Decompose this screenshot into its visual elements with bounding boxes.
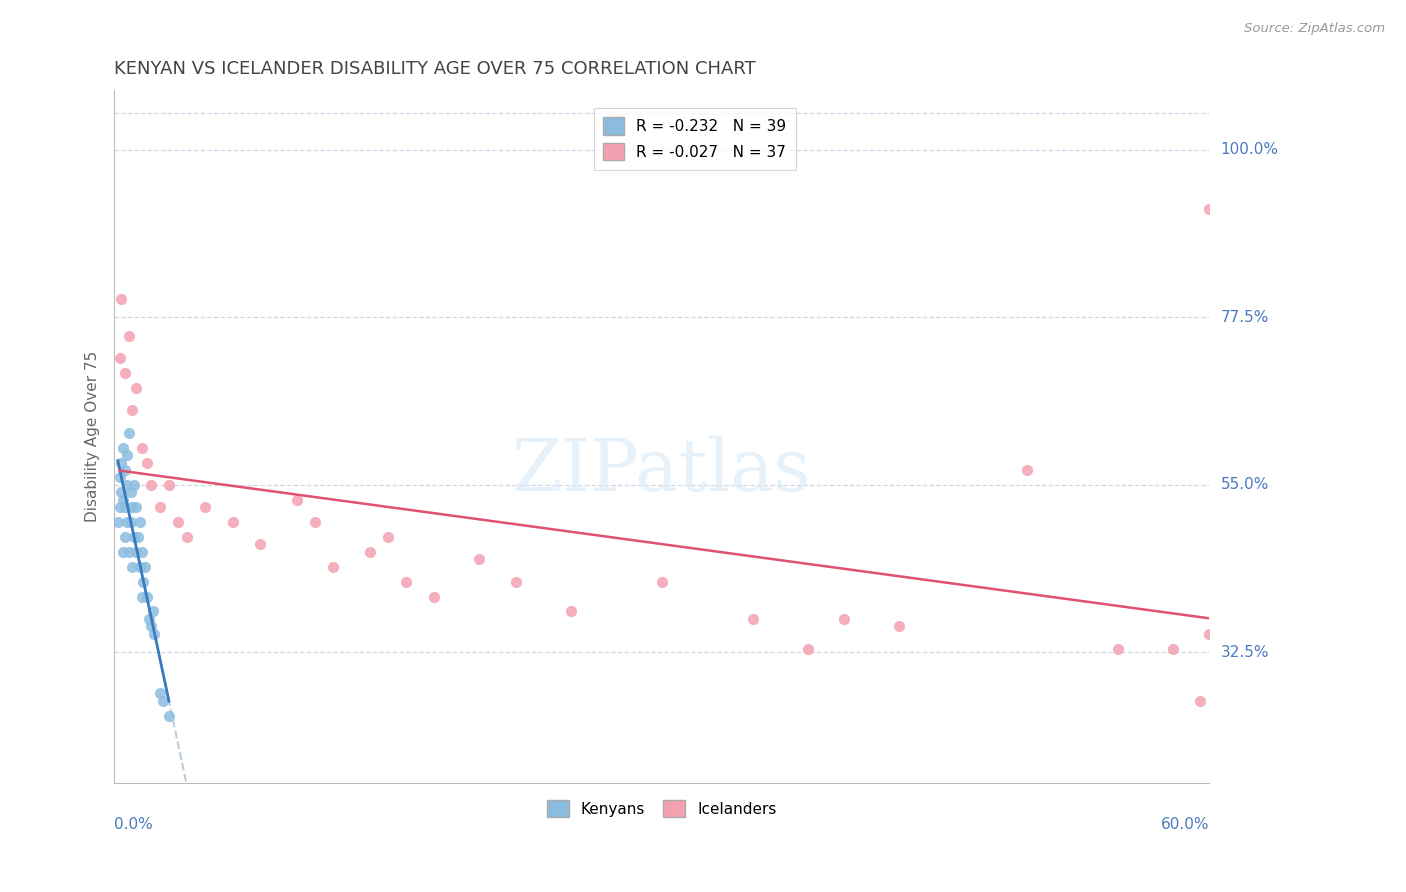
Point xyxy=(395,574,418,589)
Point xyxy=(249,537,271,551)
Point xyxy=(1161,641,1184,656)
Point xyxy=(157,478,180,492)
Point xyxy=(1198,627,1220,641)
Point xyxy=(108,470,131,484)
Point xyxy=(1198,202,1220,217)
Point xyxy=(112,545,135,559)
Text: 60.0%: 60.0% xyxy=(1161,817,1209,832)
Point xyxy=(157,708,180,723)
Point xyxy=(141,604,163,618)
Point xyxy=(468,552,491,566)
Point xyxy=(115,515,138,529)
Point xyxy=(742,612,765,626)
Point xyxy=(115,448,138,462)
Point xyxy=(131,545,153,559)
Point xyxy=(118,329,141,343)
Point xyxy=(134,559,156,574)
Point xyxy=(121,403,143,417)
Point xyxy=(359,545,381,559)
Point xyxy=(114,500,136,515)
Text: 100.0%: 100.0% xyxy=(1220,143,1278,157)
Point xyxy=(834,612,856,626)
Point xyxy=(121,559,143,574)
Point xyxy=(122,478,145,492)
Point xyxy=(112,492,135,507)
Point xyxy=(127,530,149,544)
Point xyxy=(887,619,910,633)
Point xyxy=(1015,463,1038,477)
Text: 0.0%: 0.0% xyxy=(114,817,153,832)
Point xyxy=(110,485,132,500)
Point xyxy=(139,619,162,633)
Text: 55.0%: 55.0% xyxy=(1220,477,1268,492)
Point xyxy=(125,500,148,515)
Point xyxy=(152,694,174,708)
Point xyxy=(110,456,132,470)
Point xyxy=(149,686,172,700)
Point xyxy=(377,530,399,544)
Text: KENYAN VS ICELANDER DISABILITY AGE OVER 75 CORRELATION CHART: KENYAN VS ICELANDER DISABILITY AGE OVER … xyxy=(114,60,756,78)
Point xyxy=(797,641,820,656)
Point xyxy=(149,500,172,515)
Point xyxy=(1189,694,1212,708)
Point xyxy=(112,441,135,455)
Point xyxy=(121,500,143,515)
Y-axis label: Disability Age Over 75: Disability Age Over 75 xyxy=(86,351,100,522)
Point xyxy=(128,515,150,529)
Point xyxy=(110,292,132,306)
Point xyxy=(143,627,166,641)
Point xyxy=(136,590,159,604)
Point xyxy=(107,515,129,529)
Point xyxy=(505,574,527,589)
Point xyxy=(1107,641,1129,656)
Point xyxy=(422,590,444,604)
Point xyxy=(115,478,138,492)
Point xyxy=(122,530,145,544)
Point xyxy=(120,485,142,500)
Point xyxy=(167,515,190,529)
Point xyxy=(120,515,142,529)
Point xyxy=(118,425,141,440)
Point xyxy=(114,530,136,544)
Point xyxy=(285,492,308,507)
Text: 32.5%: 32.5% xyxy=(1220,645,1270,660)
Point xyxy=(118,545,141,559)
Text: Source: ZipAtlas.com: Source: ZipAtlas.com xyxy=(1244,22,1385,36)
Point xyxy=(108,351,131,366)
Point xyxy=(136,456,159,470)
Point xyxy=(222,515,245,529)
Point xyxy=(108,500,131,515)
Point xyxy=(651,574,673,589)
Point xyxy=(138,612,160,626)
Point xyxy=(304,515,326,529)
Point xyxy=(176,530,198,544)
Point xyxy=(132,574,155,589)
Point xyxy=(560,604,582,618)
Point xyxy=(194,500,217,515)
Point xyxy=(131,590,153,604)
Point xyxy=(139,478,162,492)
Point xyxy=(125,545,148,559)
Point xyxy=(131,441,153,455)
Point xyxy=(322,559,344,574)
Text: ZIPatlas: ZIPatlas xyxy=(512,436,811,507)
Point xyxy=(114,366,136,380)
Text: 77.5%: 77.5% xyxy=(1220,310,1268,325)
Point xyxy=(125,381,148,395)
Point xyxy=(114,463,136,477)
Legend: Kenyans, Icelanders: Kenyans, Icelanders xyxy=(541,794,783,823)
Point xyxy=(128,559,150,574)
